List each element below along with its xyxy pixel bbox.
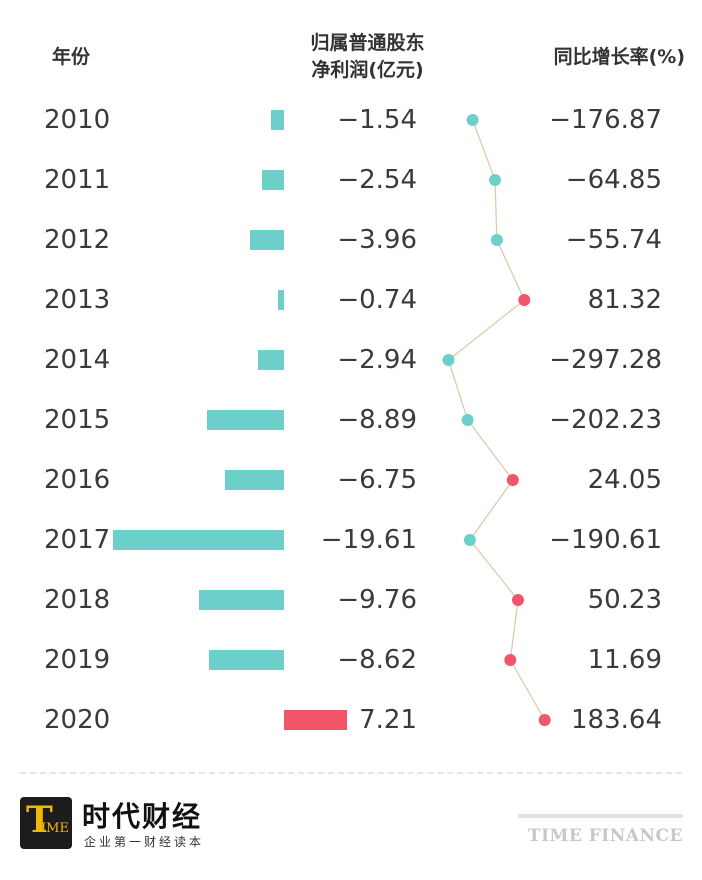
year-label: 2015 — [44, 405, 111, 435]
profit-value: 7.21 — [359, 705, 417, 735]
profit-bar — [270, 110, 284, 130]
profit-bar — [199, 590, 284, 610]
growth-value: −190.61 — [549, 525, 662, 555]
growth-value: −297.28 — [549, 345, 662, 375]
logo-small-text: IME — [41, 821, 69, 836]
profit-column-header: 归属普通股东 净利润(亿元) — [290, 30, 445, 84]
profit-value: −6.75 — [337, 465, 417, 495]
profit-value: −2.54 — [337, 165, 417, 195]
table-row: 2020 7.21 183.64 — [0, 690, 702, 750]
profit-bar — [277, 290, 284, 310]
year-label: 2011 — [44, 165, 111, 195]
table-row: 2015 −8.89 −202.23 — [0, 390, 702, 450]
profit-value: −8.89 — [337, 405, 417, 435]
profit-bar — [261, 170, 284, 190]
growth-value: 11.69 — [587, 645, 662, 675]
year-label: 2013 — [44, 285, 111, 315]
year-label: 2010 — [44, 105, 111, 135]
table-row: 2011 −2.54 −64.85 — [0, 150, 702, 210]
profit-value: −9.76 — [337, 585, 417, 615]
profit-header-line2: 净利润(亿元) — [311, 59, 424, 81]
profit-bar — [206, 410, 284, 430]
year-label: 2016 — [44, 465, 111, 495]
growth-value: 24.05 — [587, 465, 662, 495]
profit-bar — [249, 230, 284, 250]
growth-value: −64.85 — [565, 165, 662, 195]
year-column-header: 年份 — [52, 46, 91, 68]
year-label: 2014 — [44, 345, 111, 375]
table-row: 2016 −6.75 24.05 — [0, 450, 702, 510]
profit-value: −19.61 — [320, 525, 417, 555]
growth-column-header: 同比增长率(%) — [553, 46, 685, 68]
brand-english-name: TIME FINANCE — [527, 826, 683, 846]
table-row: 2018 −9.76 50.23 — [0, 570, 702, 630]
table-row: 2013 −0.74 81.32 — [0, 270, 702, 330]
brand-name: 时代财经 — [82, 800, 203, 833]
profit-value: −8.62 — [337, 645, 417, 675]
profit-header-line1: 归属普通股东 — [310, 32, 425, 54]
growth-value: 50.23 — [587, 585, 662, 615]
brand-slogan: 企业第一财经读本 — [84, 835, 205, 849]
growth-value: −55.74 — [565, 225, 662, 255]
time-logo-icon: T IME — [20, 797, 72, 849]
logo-letter: T — [26, 799, 53, 841]
year-label: 2020 — [44, 705, 111, 735]
profit-bar — [225, 470, 284, 490]
growth-value: −202.23 — [549, 405, 662, 435]
year-label: 2019 — [44, 645, 111, 675]
profit-value: −0.74 — [337, 285, 417, 315]
profit-value: −2.94 — [337, 345, 417, 375]
profit-bar — [258, 350, 284, 370]
table-row: 2012 −3.96 −55.74 — [0, 210, 702, 270]
growth-value: 183.64 — [571, 705, 662, 735]
profit-bar — [284, 710, 347, 730]
profit-value: −1.54 — [337, 105, 417, 135]
table-row: 2014 −2.94 −297.28 — [0, 330, 702, 390]
table-row: 2010 −1.54 −176.87 — [0, 90, 702, 150]
profit-bar — [209, 650, 284, 670]
growth-value: 81.32 — [587, 285, 662, 315]
table-row: 2019 −8.62 11.69 — [0, 630, 702, 690]
brand-en-rule — [518, 814, 683, 818]
profit-value: −3.96 — [337, 225, 417, 255]
profit-bar — [113, 530, 284, 550]
growth-value: −176.87 — [549, 105, 662, 135]
year-label: 2018 — [44, 585, 111, 615]
year-label: 2012 — [44, 225, 111, 255]
table-row: 2017 −19.61 −190.61 — [0, 510, 702, 570]
year-label: 2017 — [44, 525, 111, 555]
footer-divider — [20, 772, 682, 774]
